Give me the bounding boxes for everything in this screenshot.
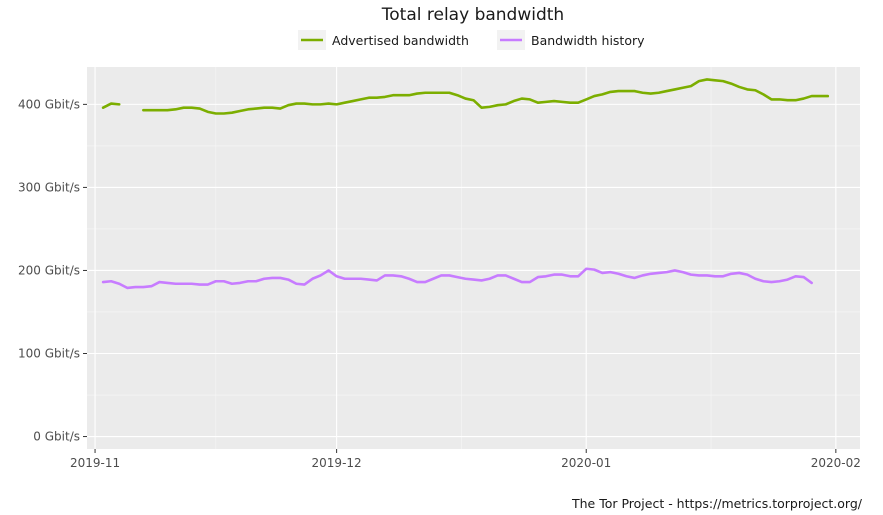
grid-major	[87, 67, 860, 449]
y-tick-label: 200 Gbit/s	[18, 263, 80, 277]
source-credit: The Tor Project - https://metrics.torpro…	[571, 496, 863, 511]
x-tick-label: 2020-02	[811, 456, 861, 470]
series-layer	[101, 78, 830, 290]
x-tick-label: 2020-01	[561, 456, 611, 470]
series-line-advertised	[101, 102, 121, 109]
chart-title: Total relay bandwidth	[381, 5, 564, 25]
plot-panel	[87, 67, 860, 449]
y-axis: 0 Gbit/s 100 Gbit/s 200 Gbit/s 300 Gbit/s 40…	[18, 97, 87, 444]
series-line-advertised	[142, 78, 830, 115]
legend-label: Advertised bandwidth	[332, 33, 469, 48]
y-tick-label: 300 Gbit/s	[18, 180, 80, 194]
grid-minor	[87, 67, 860, 449]
y-tick-label: 100 Gbit/s	[18, 347, 80, 361]
x-tick-label: 2019-12	[312, 456, 362, 470]
x-axis: 2019-11 2019-12 2020-01 2020-02	[70, 449, 861, 470]
series-line-history	[101, 267, 813, 290]
y-tick-label: 400 Gbit/s	[18, 97, 80, 111]
x-tick-label: 2019-11	[70, 456, 120, 470]
legend: Advertised bandwidth Bandwidth history	[298, 30, 645, 50]
y-tick-label: 0 Gbit/s	[33, 430, 80, 444]
legend-label: Bandwidth history	[531, 33, 645, 48]
